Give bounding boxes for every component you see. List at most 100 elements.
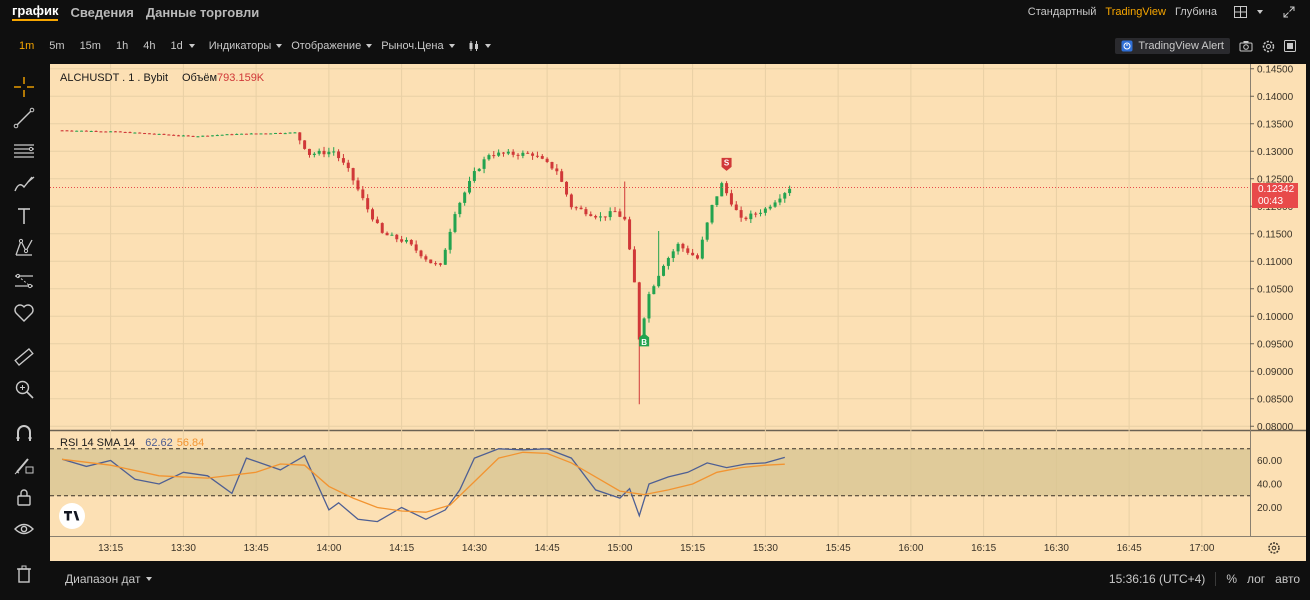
candle — [438, 262, 442, 267]
buy-marker[interactable]: B — [639, 333, 650, 347]
lock-tool[interactable] — [12, 485, 36, 509]
candle-body — [264, 133, 268, 135]
candle-body — [191, 135, 195, 137]
candle — [235, 133, 239, 135]
candle — [404, 237, 408, 244]
pattern-tool[interactable] — [12, 236, 36, 260]
candle-body — [535, 155, 539, 157]
timeframe-15m[interactable]: 15m — [79, 40, 101, 52]
clock-label[interactable]: 15:36:16 (UTC+4) — [1108, 572, 1206, 586]
forecast-tool[interactable] — [12, 269, 36, 293]
auto-toggle[interactable]: авто — [1275, 572, 1300, 586]
sell-marker-shape[interactable] — [721, 157, 732, 171]
price-tick-label: 0.10000 — [1257, 312, 1294, 323]
percent-toggle[interactable]: % — [1226, 572, 1237, 586]
settings-icon[interactable] — [1262, 40, 1275, 53]
tab-info[interactable]: Сведения — [70, 4, 134, 20]
log-toggle[interactable]: лог — [1246, 572, 1266, 586]
tab-trading-data[interactable]: Данные торговли — [145, 4, 260, 20]
candle-body — [220, 134, 224, 136]
candle-body — [65, 130, 69, 132]
timeframe-1d[interactable]: 1d — [170, 40, 183, 52]
candle-body — [632, 249, 636, 283]
candle — [210, 135, 214, 137]
price-axis-bg[interactable] — [1250, 64, 1306, 561]
axis-settings-button[interactable] — [1268, 542, 1280, 554]
tradingview-alert-button[interactable]: TradingView Alert — [1115, 38, 1230, 54]
zoom-tool[interactable] — [12, 377, 36, 401]
forecast-icon — [15, 273, 33, 289]
candle — [429, 259, 433, 264]
candle — [453, 211, 457, 234]
candle-body — [749, 213, 753, 220]
timeframe-1h[interactable]: 1h — [115, 40, 129, 52]
gear-icon[interactable] — [1268, 542, 1280, 554]
time-tick-label: 13:30 — [171, 543, 196, 554]
candle-body — [705, 222, 709, 240]
candle-body — [60, 130, 64, 132]
candle — [662, 264, 666, 277]
magnet-tool[interactable] — [12, 421, 36, 445]
tab-chart[interactable]: график — [12, 3, 59, 21]
candle-body — [225, 134, 229, 136]
candle — [468, 176, 472, 195]
candle-body — [691, 252, 695, 256]
buy-marker-shape[interactable] — [639, 333, 650, 347]
layout-grid-icon[interactable] — [1234, 5, 1248, 19]
chart-type-dropdown[interactable] — [468, 40, 491, 52]
trend-line-tool[interactable] — [12, 106, 36, 130]
mode-depth[interactable]: Глубина — [1174, 6, 1217, 18]
candle-body — [104, 131, 108, 133]
timeframe-1m[interactable]: 1m — [19, 40, 35, 52]
candle-body — [540, 156, 544, 159]
candle — [569, 193, 573, 210]
mode-standard[interactable]: Стандартный — [1027, 6, 1097, 18]
sell-marker[interactable]: S — [721, 157, 732, 171]
rsi-label[interactable]: RSI 14 SMA 14 — [60, 437, 136, 449]
chart-area[interactable]: 0.145000.140000.135000.130000.125000.120… — [50, 64, 1306, 561]
candle-body — [623, 216, 627, 220]
timeframe-4h[interactable]: 4h — [143, 40, 156, 52]
candle — [613, 207, 617, 213]
fullscreen-icon[interactable] — [1284, 40, 1296, 52]
delete-tool[interactable] — [12, 562, 36, 586]
shape-tool[interactable] — [12, 301, 36, 325]
chart-mode-switch: Стандартный TradingView Глубина — [1028, 0, 1296, 24]
mode-tradingview[interactable]: TradingView — [1105, 6, 1166, 18]
price-type-dropdown[interactable]: Рыноч.Цена — [381, 40, 455, 52]
chevron-down-icon[interactable] — [1257, 5, 1263, 19]
ruler-tool[interactable] — [12, 345, 36, 369]
alert-clock-icon — [1121, 40, 1133, 52]
symbol-label[interactable]: ALCHUSDT . 1 . Bybit — [60, 72, 168, 84]
drawing-mode-tool[interactable] — [12, 453, 36, 477]
chart-toolbar: 1m 5m 15m 1h 4h 1d Индикаторы Отображени… — [0, 33, 1310, 59]
candles-icon — [469, 41, 478, 51]
price-chart-svg[interactable]: 0.145000.140000.135000.130000.125000.120… — [50, 64, 1306, 561]
price-tick-label: 0.08500 — [1257, 394, 1294, 405]
time-axis-bg[interactable] — [50, 536, 1250, 561]
display-dropdown[interactable]: Отображение — [291, 40, 373, 52]
candle-body — [652, 286, 656, 295]
price-tick-label: 0.13500 — [1257, 119, 1294, 130]
candle-body — [99, 131, 103, 133]
candle-body — [288, 132, 292, 134]
visibility-tool[interactable] — [12, 517, 36, 541]
candle — [676, 242, 680, 255]
text-tool[interactable] — [12, 204, 36, 228]
date-range-dropdown[interactable]: Диапазон дат — [65, 572, 153, 586]
camera-icon[interactable] — [1239, 40, 1253, 52]
candle — [448, 228, 452, 254]
candle — [729, 189, 733, 207]
timeframe-more-dropdown[interactable] — [188, 44, 195, 48]
candle — [778, 194, 782, 206]
expand-icon[interactable] — [1282, 5, 1296, 19]
candle-body — [152, 133, 156, 135]
brush-tool[interactable] — [12, 172, 36, 196]
crosshair-tool[interactable] — [12, 75, 36, 99]
candle-body — [332, 151, 336, 153]
candle — [409, 239, 413, 246]
fib-tool[interactable] — [12, 139, 36, 163]
indicators-dropdown[interactable]: Индикаторы — [209, 40, 283, 52]
horizontal-lines-icon — [14, 144, 34, 158]
timeframe-5m[interactable]: 5m — [49, 40, 65, 52]
